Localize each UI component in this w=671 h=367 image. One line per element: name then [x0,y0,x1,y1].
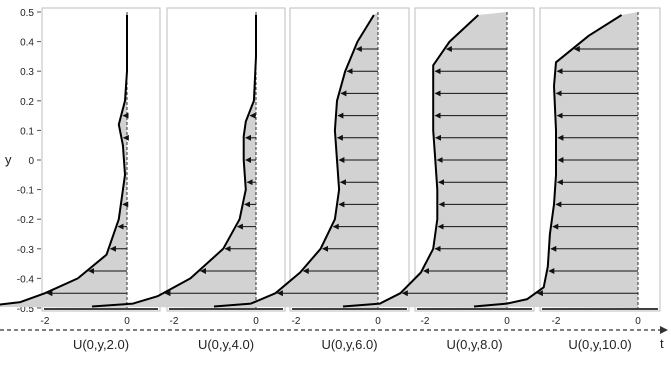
y-tick-label: -0.3 [17,245,35,256]
profile-fill [92,12,256,308]
x-tick-label: 0 [124,316,130,327]
panel-caption: U(0,y,10.0) [568,337,631,352]
x-tick-label: -2 [552,316,561,327]
panel-caption: U(0,y,2.0) [73,337,129,352]
profile-curve [91,15,257,308]
y-tick-label: 0.1 [20,126,34,137]
time-axis-label: t [660,336,664,351]
profile-curve [342,14,479,308]
y-tick-label: 0.4 [20,38,34,49]
panel-caption: U(0,y,6.0) [321,337,377,352]
panel-4: -2 0U(0,y,8.0) [342,7,535,352]
panel-3: -2 0 U(0,y,6.0) [213,7,410,352]
panel-1: -2 0 U(0,y,2.0) [0,7,161,352]
x-tick-label: 0 [253,316,259,327]
profile-curve [0,15,128,306]
y-tick-label: 0.2 [20,97,34,108]
y-tick-label: 0.5 [20,8,34,19]
panel-5: -2 0 U(0,y,10.0) [473,7,661,352]
profile-curve [473,14,623,308]
y-tick-label: 0 [28,156,34,167]
y-axis: 0.5 0.4 0.3 0.2 0.1 0 -0.1 -0.2 -0.3 -0.4 -0.5 [17,8,41,315]
time-axis: t [0,326,668,351]
profile-curve [213,14,375,308]
x-tick-label: -2 [292,316,301,327]
x-tick-label: 0 [504,316,510,327]
y-tick-label: -0.2 [17,215,35,226]
profile-fill [214,12,378,308]
x-tick-label: 0 [375,316,381,327]
x-tick-label: -2 [41,316,50,327]
y-tick-label: -0.4 [17,274,35,285]
y-tick-label: 0.3 [20,67,34,78]
panels: -2 0U(0,y,2.0)-2 0U(0,y,4.0)-2 0U(0,y,6.0)-… [0,7,661,352]
x-tick-label: 0 [635,316,641,327]
profile-fill [0,12,127,308]
profile-fill [343,12,507,308]
y-tick-label: -0.5 [17,304,35,315]
x-tick-label: -2 [170,316,179,327]
panel-2: -2 0 U(0,y,4.0) [91,7,286,352]
panel-caption: U(0,y,4.0) [198,337,254,352]
y-tick-label: -0.1 [17,186,35,197]
y-axis-label: y [5,152,12,167]
time-axis-arrowhead [660,326,668,334]
x-tick-label: -2 [421,316,430,327]
panel-caption: U(0,y,8.0) [446,337,502,352]
